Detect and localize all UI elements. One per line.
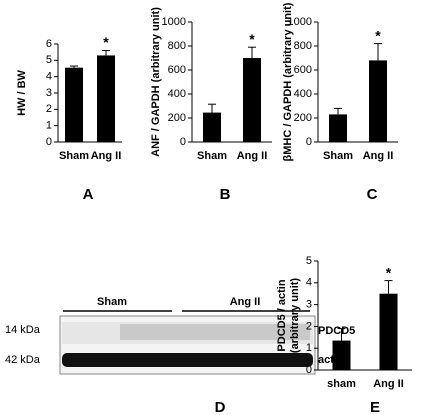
- y-tick-label: 200: [294, 112, 312, 124]
- y-tick-label: 800: [168, 40, 186, 52]
- x-tick-label: sham: [327, 378, 356, 390]
- y-tick-label: 4: [306, 277, 312, 289]
- x-tick-label: Ang II: [373, 378, 404, 390]
- y-tick-label: 2: [306, 320, 312, 332]
- y-axis-title: PDCD5 / actin: [276, 279, 288, 351]
- y-tick-label: 0: [306, 364, 312, 376]
- y-tick-label: 3: [306, 299, 312, 311]
- y-axis-title: βMHC / GAPDH (arbitrary unit): [282, 2, 294, 161]
- x-tick-label: Ang II: [237, 150, 268, 162]
- band-label: PDCD5: [318, 325, 355, 337]
- marker-label: 14 kDa: [5, 324, 41, 336]
- x-tick-label: Ang II: [91, 150, 122, 162]
- group-label: Ang II: [230, 296, 261, 308]
- bar: [65, 67, 83, 142]
- y-tick-label: 800: [294, 40, 312, 52]
- y-tick-label: 0: [46, 136, 52, 148]
- y-tick-label: 200: [168, 112, 186, 124]
- bar: [329, 114, 347, 142]
- x-tick-label: Ang II: [363, 150, 394, 162]
- y-tick-label: 0: [180, 136, 186, 148]
- panel-label: B: [220, 186, 231, 203]
- annotation: *: [249, 31, 255, 47]
- y-tick-label: 3: [46, 87, 52, 99]
- annotation: *: [103, 34, 109, 50]
- panel-label: A: [83, 186, 94, 203]
- bar: [97, 55, 115, 142]
- bar: [332, 340, 351, 370]
- y-tick-label: 1000: [288, 16, 312, 28]
- y-tick-label: 2: [46, 103, 52, 115]
- annotation: *: [375, 27, 381, 43]
- band: [62, 353, 313, 367]
- y-tick-label: 5: [46, 54, 52, 66]
- band: [120, 324, 310, 340]
- y-tick-label: 4: [46, 71, 52, 83]
- bar: [203, 112, 221, 142]
- y-tick-label: 0: [306, 136, 312, 148]
- x-tick-label: Sham: [323, 150, 353, 162]
- y-tick-label: 1: [306, 342, 312, 354]
- y-tick-label: 5: [306, 255, 312, 267]
- bar: [369, 60, 387, 142]
- marker-label: 42 kDa: [5, 354, 41, 366]
- panel-label: D: [215, 399, 226, 415]
- bar: [243, 58, 261, 142]
- group-label: Sham: [97, 296, 127, 308]
- x-tick-label: Sham: [59, 150, 89, 162]
- y-tick-label: 400: [168, 88, 186, 100]
- bar: [379, 293, 398, 370]
- y-axis-title: (arbitrary unit): [289, 278, 301, 354]
- western-blot: Sham Ang II 14 kDa 42 kDa PDCD5 actin D: [5, 296, 355, 415]
- y-tick-label: 600: [294, 64, 312, 76]
- x-tick-label: Sham: [197, 150, 227, 162]
- y-tick-label: 6: [46, 38, 52, 50]
- annotation: *: [386, 264, 392, 280]
- y-tick-label: 1: [46, 120, 52, 132]
- y-tick-label: 600: [168, 64, 186, 76]
- y-axis-title: ANF / GAPDH (arbitrary unit): [150, 7, 162, 157]
- panel-label: E: [370, 399, 380, 415]
- y-axis-title: HW / BW: [16, 69, 28, 115]
- y-tick-label: 400: [294, 88, 312, 100]
- panel-label: C: [367, 186, 378, 203]
- y-tick-label: 1000: [162, 16, 186, 28]
